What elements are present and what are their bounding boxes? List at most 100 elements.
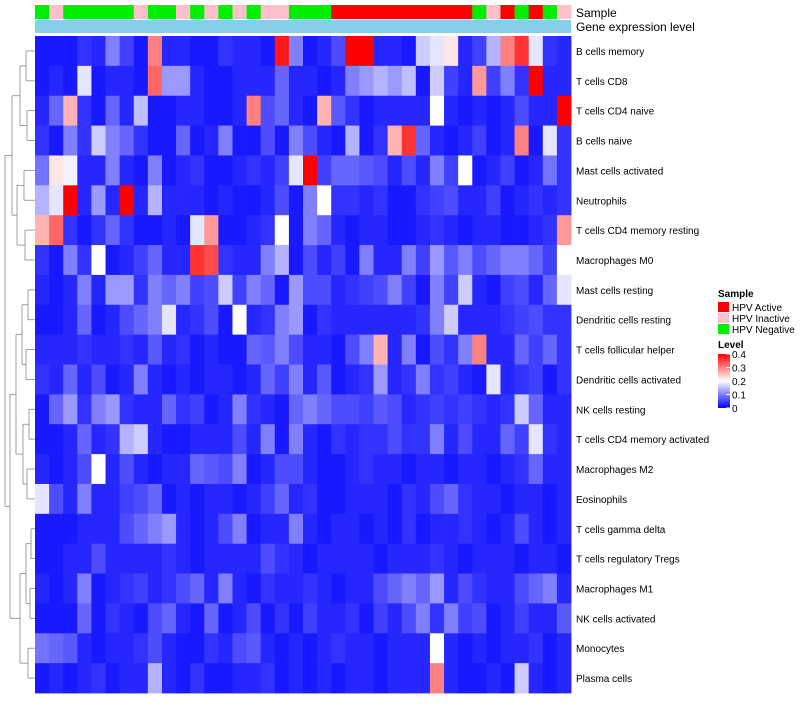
heatmap-cell <box>260 364 276 395</box>
heatmap-cell <box>401 65 417 97</box>
heatmap-cell <box>500 65 515 97</box>
heatmap-cell <box>190 334 205 365</box>
heatmap-cell <box>303 364 318 395</box>
heatmap-cell <box>204 663 219 694</box>
heatmap-cell <box>218 65 233 97</box>
heatmap-cell <box>500 245 515 276</box>
heatmap-cell <box>246 36 262 67</box>
heatmap-cell <box>331 185 346 216</box>
row-label: T cells regulatory Tregs <box>576 555 680 566</box>
heatmap-cell <box>161 304 177 336</box>
heatmap-cell <box>274 304 290 336</box>
heatmap-cell <box>303 483 318 515</box>
heatmap-cell <box>119 543 135 574</box>
heatmap-cell <box>528 454 544 485</box>
heatmap-cell <box>176 454 191 485</box>
heatmap-cell <box>556 65 572 97</box>
heatmap-cell <box>500 573 515 604</box>
row-label: Mast cells resting <box>576 286 653 297</box>
legend-sample-swatch <box>718 302 729 312</box>
heatmap-cell <box>147 334 163 365</box>
heatmap-cell <box>204 513 219 545</box>
heatmap-cell <box>288 663 304 694</box>
heatmap-cell <box>556 483 572 515</box>
heatmap-cell <box>415 603 431 634</box>
heatmap-cell <box>49 364 64 395</box>
heatmap-cell <box>35 274 50 306</box>
heatmap-cell <box>246 245 262 276</box>
heatmap-cell <box>218 364 233 395</box>
sample-annotation-cell <box>260 5 276 19</box>
heatmap-cell <box>133 155 149 186</box>
heatmap-cell <box>387 603 403 634</box>
heatmap-cell <box>373 663 389 694</box>
heatmap-cell <box>63 603 78 634</box>
heatmap-cell <box>133 513 149 545</box>
heatmap-cell <box>528 483 544 515</box>
heatmap-cell <box>331 304 346 336</box>
sample-annotation-cell <box>35 5 50 19</box>
heatmap-cell <box>91 65 106 97</box>
heatmap-cell <box>176 215 191 246</box>
heatmap-cell <box>472 454 487 485</box>
heatmap-cell <box>147 185 163 216</box>
heatmap-cell <box>161 185 177 216</box>
heatmap-cell <box>542 424 558 455</box>
heatmap-cell <box>345 95 360 126</box>
heatmap-cell <box>218 543 233 574</box>
heatmap-cell <box>232 185 247 216</box>
heatmap-cell <box>77 633 92 664</box>
heatmap-cell <box>77 543 92 574</box>
heatmap-cell <box>63 454 78 485</box>
heatmap-cell <box>232 663 247 694</box>
heatmap-cell <box>218 334 233 365</box>
heatmap-cell <box>105 603 121 634</box>
heatmap-cell <box>119 65 135 97</box>
heatmap-cell <box>260 245 276 276</box>
heatmap-cell <box>91 125 106 156</box>
heatmap-cell <box>105 424 121 455</box>
heatmap-cell <box>260 304 276 336</box>
heatmap-cell <box>528 125 544 156</box>
heatmap-cell <box>387 245 403 276</box>
heatmap-cell <box>303 125 318 156</box>
heatmap-cell <box>274 633 290 664</box>
heatmap-cell <box>429 394 445 425</box>
heatmap-cell <box>288 603 304 634</box>
heatmap-cell <box>458 304 473 336</box>
heatmap-cell <box>415 334 431 365</box>
heatmap-cell <box>63 65 78 97</box>
heatmap-cell <box>260 573 276 604</box>
heatmap-cell <box>556 245 572 276</box>
heatmap-cell <box>91 334 106 365</box>
heatmap-cell <box>444 334 459 365</box>
heatmap-cell <box>260 274 276 306</box>
heatmap-cell <box>274 543 290 574</box>
heatmap-cell <box>246 603 262 634</box>
heatmap-cell <box>514 304 530 336</box>
heatmap-cell <box>49 483 64 515</box>
heatmap-cell <box>556 513 572 545</box>
heatmap-cell <box>472 573 487 604</box>
legend-sample-swatch <box>718 313 729 323</box>
heatmap-cell <box>161 394 177 425</box>
sample-annotation-cell <box>429 5 445 19</box>
heatmap-cell <box>458 185 473 216</box>
heatmap-cell <box>119 633 135 664</box>
heatmap-cell <box>542 304 558 336</box>
heatmap-cell <box>77 155 92 186</box>
heatmap-cell <box>218 483 233 515</box>
heatmap-cell <box>91 603 106 634</box>
heatmap-cell <box>91 245 106 276</box>
heatmap-cell <box>190 125 205 156</box>
heatmap-cell <box>373 454 389 485</box>
sample-annotation-cell <box>458 5 473 19</box>
legend-level-tick-label: 0.3 <box>732 364 746 375</box>
heatmap-cell <box>373 483 389 515</box>
heatmap-cell <box>274 424 290 455</box>
heatmap-cell <box>218 603 233 634</box>
heatmap-cell <box>246 334 262 365</box>
heatmap-cell <box>218 454 233 485</box>
heatmap-cell <box>49 424 64 455</box>
sample-annotation-cell <box>556 5 572 19</box>
